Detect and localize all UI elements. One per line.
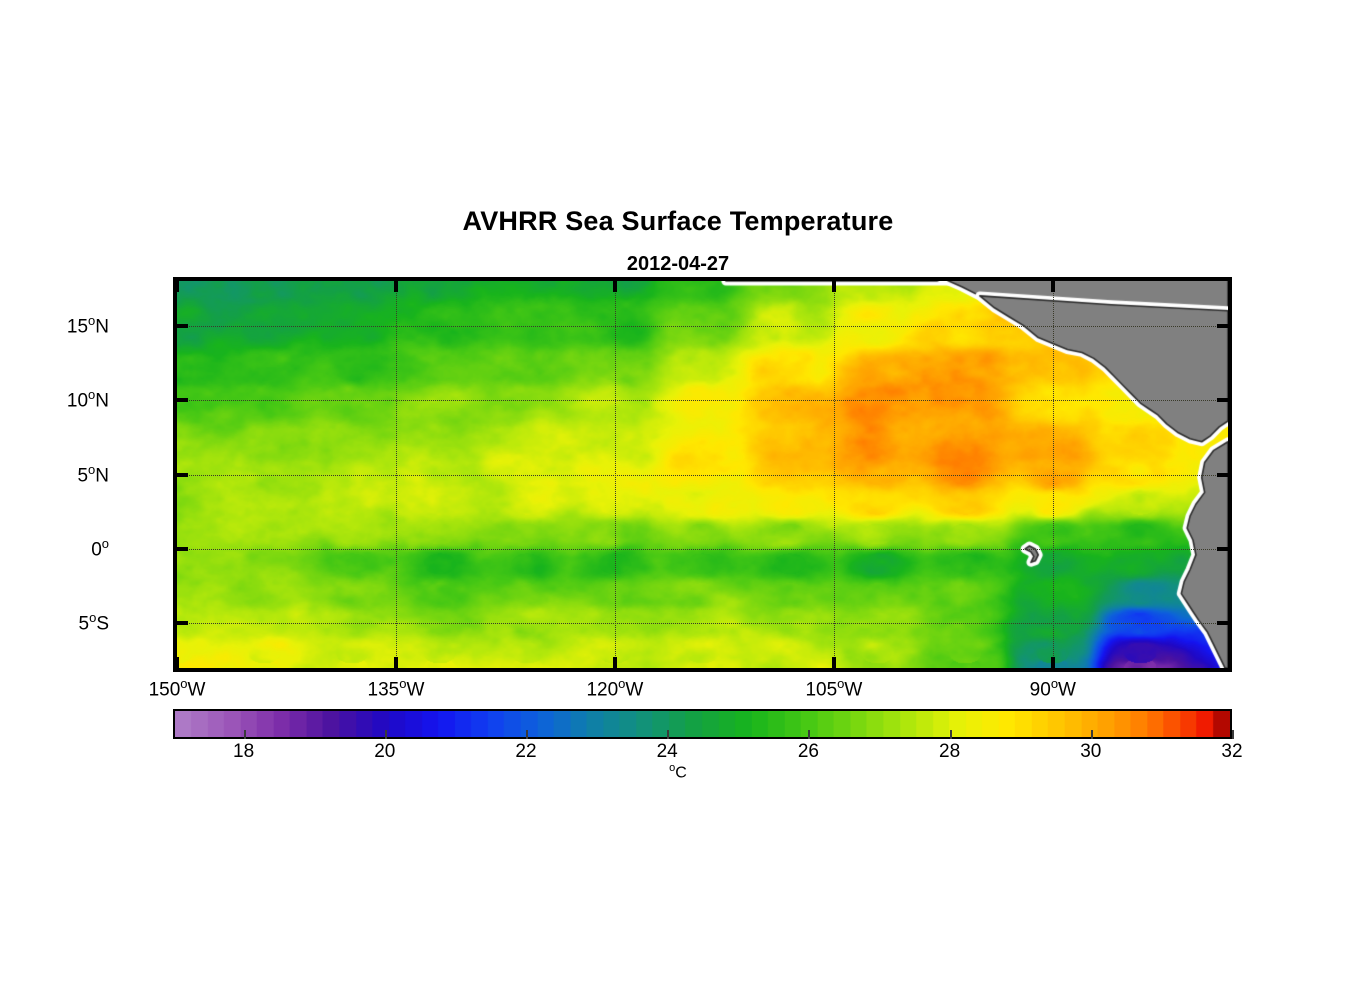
y-tick-mark — [177, 621, 188, 626]
gridline-lon — [614, 281, 616, 668]
x-tick-mark — [1050, 657, 1055, 668]
page-title: AVHRR Sea Surface Temperature — [462, 206, 894, 236]
y-tick-mark — [177, 398, 188, 403]
x-axis-tick-label: 105oW — [805, 676, 863, 701]
map-axes — [173, 277, 1232, 672]
x-tick-mark — [175, 657, 179, 668]
y-tick-mark — [1217, 398, 1228, 403]
y-tick-mark — [177, 546, 188, 551]
x-tick-mark — [393, 657, 398, 668]
colorbar-tick-mark — [526, 730, 528, 739]
gridline-lon — [395, 281, 397, 668]
gridline-lat — [177, 623, 1228, 625]
colorbar-tick-label: 32 — [1221, 741, 1243, 762]
colorbar-tick-label: 24 — [656, 741, 678, 762]
y-axis-tick-label: 10oN — [66, 387, 109, 412]
colorbar-tick-label: 20 — [374, 741, 396, 762]
colorbar-tick-label: 22 — [515, 741, 537, 762]
gridline-lat — [177, 474, 1228, 476]
colorbar-tick-label: 26 — [797, 741, 819, 762]
gridline-lat — [177, 400, 1228, 402]
figure-subtitle: 2012-04-27 — [626, 253, 730, 275]
y-tick-mark — [1217, 323, 1228, 328]
x-tick-mark — [831, 281, 836, 292]
colorbar-unit-label: oC — [669, 762, 687, 782]
y-axis-tick-label: 15oN — [66, 312, 109, 337]
x-tick-mark — [612, 657, 617, 668]
colorbar-tick-mark — [384, 730, 387, 739]
y-tick-mark — [177, 323, 188, 328]
colorbar-tick-label: 28 — [939, 741, 961, 762]
colorbar-gradient — [173, 709, 1232, 739]
colorbar — [173, 709, 1234, 739]
x-tick-mark — [175, 281, 179, 292]
colorbar-tick-mark — [808, 730, 811, 739]
y-axis-tick-label: 5oN — [77, 461, 109, 486]
x-tick-mark — [393, 281, 398, 292]
x-axis-tick-label: 120oW — [586, 676, 644, 701]
colorbar-tick-label: 18 — [233, 741, 255, 762]
x-axis-tick-label: 90oW — [1029, 676, 1076, 701]
colorbar-tick-mark — [243, 730, 246, 739]
y-tick-mark — [177, 472, 188, 477]
colorbar-tick-mark — [1232, 730, 1234, 739]
gridline-lat — [177, 548, 1228, 550]
y-tick-mark — [1217, 621, 1228, 626]
x-tick-mark — [1050, 281, 1055, 292]
colorbar-tick-mark — [1090, 730, 1093, 739]
y-axis-tick-label: 0o — [91, 535, 109, 561]
colorbar-tick-mark — [667, 730, 670, 739]
x-tick-mark — [612, 281, 617, 292]
x-axis-tick-label: 150oW — [148, 676, 206, 701]
colorbar-tick-label: 30 — [1080, 741, 1102, 762]
y-axis-tick-label: 5oS — [78, 610, 110, 635]
colorbar-tick-mark — [949, 730, 952, 739]
gridline-lat — [177, 325, 1228, 327]
y-tick-mark — [1217, 546, 1228, 551]
x-axis-tick-label: 135oW — [367, 676, 425, 701]
gridline-lon — [1052, 281, 1054, 668]
gridline-lon — [833, 281, 835, 668]
x-tick-mark — [831, 657, 836, 668]
y-tick-mark — [1217, 472, 1228, 477]
